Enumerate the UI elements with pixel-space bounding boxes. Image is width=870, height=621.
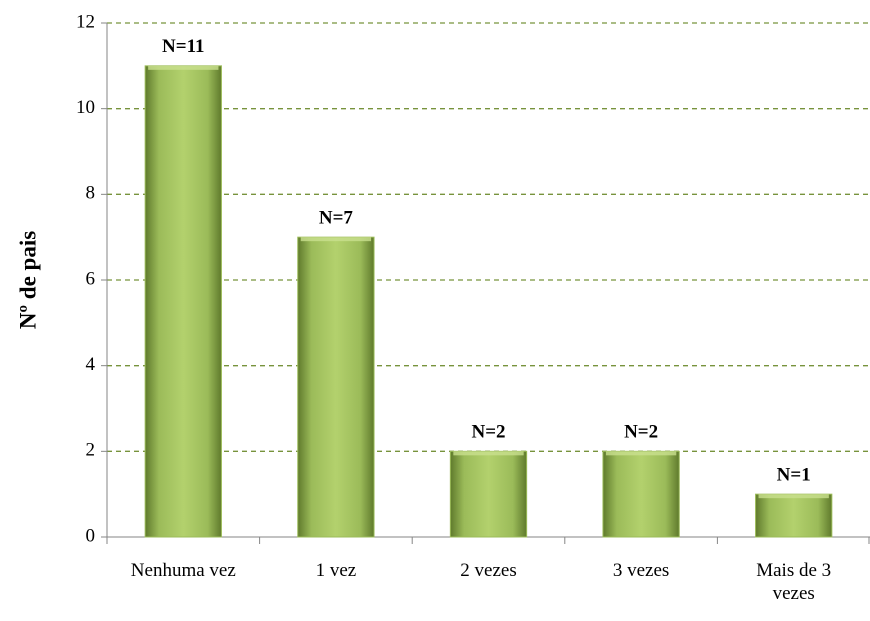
bar-bevel [148, 65, 219, 70]
x-tick-label: 3 vezes [612, 560, 670, 581]
bar [449, 450, 528, 538]
y-tick-label: 10 [76, 97, 95, 118]
y-tick-label: 2 [86, 440, 96, 461]
bar [297, 236, 375, 538]
bar-bevel [605, 451, 677, 456]
x-tick-label: 1 vez [315, 560, 357, 581]
bar-bevel [300, 237, 372, 242]
x-tick-label: Nenhuma vez [130, 560, 236, 581]
x-tick-label: 2 vezes [460, 560, 517, 581]
bar-bevel [758, 494, 829, 499]
y-tick-label: 6 [86, 268, 96, 289]
value-label: N=2 [624, 422, 658, 443]
y-tick-label: 0 [86, 525, 96, 546]
value-label: N=7 [319, 208, 354, 229]
y-axis-label: Nº de pais [15, 231, 40, 329]
bar [755, 493, 833, 538]
y-tick-label: 4 [86, 354, 96, 375]
value-label: N=2 [471, 422, 505, 443]
bar-bevel [453, 451, 524, 456]
value-label: N=11 [162, 36, 205, 57]
bar [602, 450, 680, 538]
value-label: N=1 [777, 465, 811, 486]
x-tick-label: Mais de 3 vezes [756, 560, 832, 604]
y-tick-label: 12 [76, 11, 95, 32]
bar [144, 65, 222, 538]
y-tick-label: 8 [86, 183, 96, 204]
